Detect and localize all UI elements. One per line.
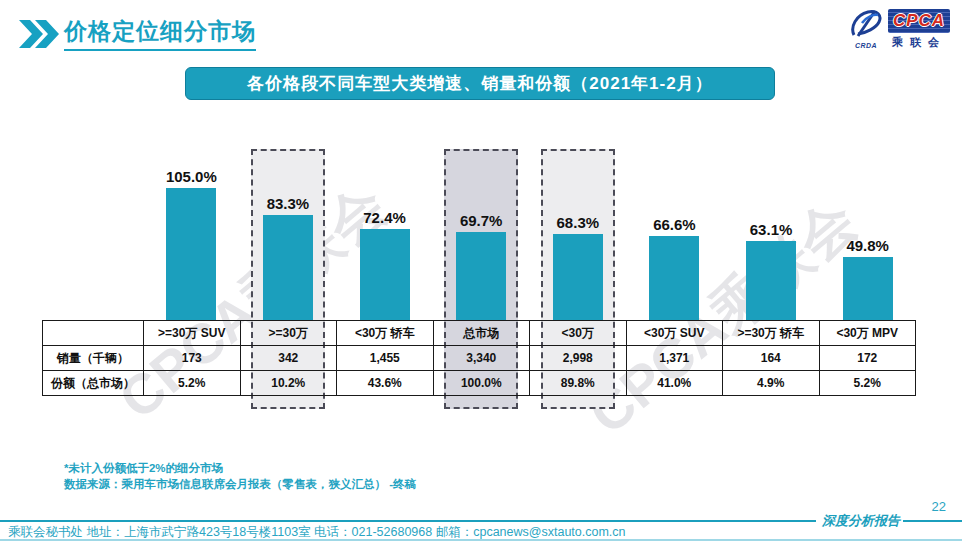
table-header-cell: <30万 轿车	[337, 321, 434, 346]
logo-text-block: CPCA 乘联会	[888, 9, 950, 50]
chart-title: 各价格段不同车型大类增速、销量和份额（2021年1-2月）	[247, 72, 712, 95]
data-table: >=30万 SUV>=30万<30万 轿车总市场<30万<30万 SUV>=30…	[42, 320, 916, 396]
logo-acronym: CPCA	[893, 11, 945, 31]
bar-value-label: 68.3%	[557, 214, 600, 231]
table-cell: 2,998	[530, 346, 627, 371]
bar	[456, 232, 506, 320]
bar-value-label: 49.8%	[846, 237, 889, 254]
bar-column: 66.6%	[626, 145, 723, 320]
bar-value-label: 83.3%	[267, 195, 310, 212]
bar-column: 83.3%	[240, 145, 337, 320]
bar-value-label: 105.0%	[166, 168, 217, 185]
logo-sub-text: CRDA	[846, 42, 886, 49]
bar	[843, 257, 893, 320]
report-series-label: 深度分析报告	[820, 512, 902, 530]
table-cell: 3,340	[433, 346, 530, 371]
table-header-cell: >=30万 SUV	[144, 321, 241, 346]
table-cell: 1,371	[626, 346, 723, 371]
bar-plot: 105.0% 83.3% 72.4% 69.7% 68.3% 66.6% 63.1% 49.8…	[42, 145, 916, 320]
bar-value-label: 72.4%	[363, 209, 406, 226]
table-header-cell: >=30万	[240, 321, 337, 346]
table-cell: 5.2%	[819, 371, 916, 396]
table-header-cell: >=30万 轿车	[723, 321, 820, 346]
bar-value-label: 63.1%	[750, 221, 793, 238]
table-row-label: 销量（千辆）	[43, 346, 144, 371]
bar	[746, 241, 796, 320]
table-header-cell: 总市场	[433, 321, 530, 346]
bar-value-label: 66.6%	[653, 216, 696, 233]
table-cell: 172	[819, 346, 916, 371]
table-cell: 100.0%	[433, 371, 530, 396]
table-row: 份额（总市场）5.2%10.2%43.6%100.0%89.8%41.0%4.9…	[43, 371, 916, 396]
footnote-data-source: 数据来源：乘用车市场信息联席会月报表（零售表，狭义汇总） -终稿	[64, 477, 416, 493]
table-row-label: 份额（总市场）	[43, 371, 144, 396]
chart-title-banner: 各价格段不同车型大类增速、销量和份额（2021年1-2月）	[185, 67, 775, 100]
logo-swoosh: CRDA	[846, 9, 886, 49]
table-cell: 41.0%	[626, 371, 723, 396]
table-cell: 5.2%	[144, 371, 241, 396]
footer-rule-right	[903, 520, 962, 522]
plot-label-spacer	[42, 145, 143, 320]
logo-cn-name: 乘联会	[888, 35, 950, 50]
bar-column: 68.3%	[530, 145, 627, 320]
bar-column: 105.0%	[143, 145, 240, 320]
page-number: 22	[932, 499, 946, 514]
table-header-cell: <30万 SUV	[626, 321, 723, 346]
cpca-logo: CRDA CPCA 乘联会	[846, 9, 950, 50]
table-cell: 89.8%	[530, 371, 627, 396]
slide-price-segment: { "header": { "title": "价格定位细分市场", "bann…	[0, 0, 962, 541]
bar	[166, 188, 216, 320]
bar-column: 69.7%	[433, 145, 530, 320]
bar-column: 49.8%	[819, 145, 916, 320]
page-title: 价格定位细分市场	[64, 16, 256, 51]
table-header-cell: <30万	[530, 321, 627, 346]
table-header-cell: <30万 MPV	[819, 321, 916, 346]
logo-acronym-box: CPCA	[888, 9, 950, 33]
bar-column: 63.1%	[723, 145, 820, 320]
swoosh-icon	[848, 9, 884, 41]
table-cell: 4.9%	[723, 371, 820, 396]
double-chevron-icon	[18, 20, 60, 48]
table-cell: 342	[240, 346, 337, 371]
footer-rule-left	[0, 520, 816, 522]
bar	[360, 229, 410, 320]
table-corner-cell	[43, 321, 144, 346]
table-cell: 173	[144, 346, 241, 371]
footnote-share-threshold: *未计入份额低于2%的细分市场	[64, 461, 416, 477]
footnotes: *未计入份额低于2%的细分市场 数据来源：乘用车市场信息联席会月报表（零售表，狭…	[64, 461, 416, 492]
bar	[553, 234, 603, 320]
bar	[263, 215, 313, 320]
table-cell: 164	[723, 346, 820, 371]
bar	[649, 236, 699, 320]
table-row: 销量（千辆）1733421,4553,3402,9981,371164172	[43, 346, 916, 371]
slide-header: 价格定位细分市场	[18, 16, 256, 51]
table-cell: 1,455	[337, 346, 434, 371]
bar-chart-region: 105.0% 83.3% 72.4% 69.7% 68.3% 66.6% 63.1% 49.8…	[42, 145, 916, 415]
bar-column: 72.4%	[336, 145, 433, 320]
bar-value-label: 69.7%	[460, 212, 503, 229]
table-cell: 10.2%	[240, 371, 337, 396]
table-cell: 43.6%	[337, 371, 434, 396]
